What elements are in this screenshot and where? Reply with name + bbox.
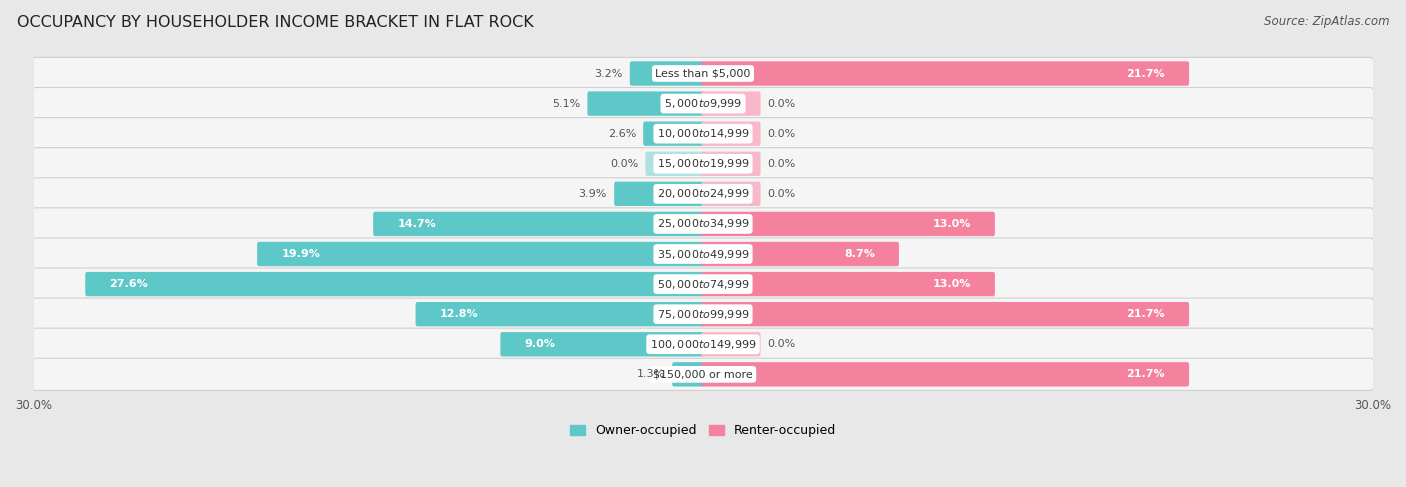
Text: $25,000 to $34,999: $25,000 to $34,999 [657,217,749,230]
FancyBboxPatch shape [416,302,704,326]
Text: $20,000 to $24,999: $20,000 to $24,999 [657,187,749,200]
Text: 5.1%: 5.1% [553,98,581,109]
Text: 14.7%: 14.7% [398,219,436,229]
Text: $10,000 to $14,999: $10,000 to $14,999 [657,127,749,140]
FancyBboxPatch shape [702,332,761,356]
FancyBboxPatch shape [702,121,761,146]
Text: 19.9%: 19.9% [281,249,321,259]
Text: 2.6%: 2.6% [607,129,636,139]
FancyBboxPatch shape [32,208,1374,240]
FancyBboxPatch shape [373,212,704,236]
Text: $150,000 or more: $150,000 or more [654,369,752,379]
Legend: Owner-occupied, Renter-occupied: Owner-occupied, Renter-occupied [565,419,841,442]
FancyBboxPatch shape [630,61,704,86]
Text: 3.9%: 3.9% [579,189,607,199]
FancyBboxPatch shape [32,298,1374,330]
Text: 0.0%: 0.0% [768,129,796,139]
FancyBboxPatch shape [702,212,995,236]
Text: 8.7%: 8.7% [844,249,875,259]
Text: $5,000 to $9,999: $5,000 to $9,999 [664,97,742,110]
FancyBboxPatch shape [32,117,1374,150]
Text: 21.7%: 21.7% [1126,69,1166,78]
FancyBboxPatch shape [702,242,898,266]
FancyBboxPatch shape [702,182,761,206]
FancyBboxPatch shape [702,272,995,296]
Text: 27.6%: 27.6% [110,279,148,289]
FancyBboxPatch shape [32,88,1374,120]
Text: Source: ZipAtlas.com: Source: ZipAtlas.com [1264,15,1389,28]
FancyBboxPatch shape [32,57,1374,90]
Text: 0.0%: 0.0% [768,339,796,349]
Text: $75,000 to $99,999: $75,000 to $99,999 [657,308,749,320]
Text: 1.3%: 1.3% [637,369,665,379]
FancyBboxPatch shape [702,362,1189,387]
FancyBboxPatch shape [645,151,704,176]
FancyBboxPatch shape [32,148,1374,180]
FancyBboxPatch shape [614,182,704,206]
Text: 3.2%: 3.2% [595,69,623,78]
Text: 0.0%: 0.0% [610,159,638,169]
Text: $50,000 to $74,999: $50,000 to $74,999 [657,278,749,291]
FancyBboxPatch shape [32,268,1374,300]
Text: $35,000 to $49,999: $35,000 to $49,999 [657,247,749,261]
FancyBboxPatch shape [588,92,704,116]
Text: 13.0%: 13.0% [932,219,970,229]
FancyBboxPatch shape [86,272,704,296]
Text: Less than $5,000: Less than $5,000 [655,69,751,78]
Text: $15,000 to $19,999: $15,000 to $19,999 [657,157,749,170]
Text: OCCUPANCY BY HOUSEHOLDER INCOME BRACKET IN FLAT ROCK: OCCUPANCY BY HOUSEHOLDER INCOME BRACKET … [17,15,534,30]
Text: 13.0%: 13.0% [932,279,970,289]
Text: 0.0%: 0.0% [768,98,796,109]
FancyBboxPatch shape [32,178,1374,210]
FancyBboxPatch shape [32,238,1374,270]
Text: 21.7%: 21.7% [1126,369,1166,379]
FancyBboxPatch shape [672,362,704,387]
FancyBboxPatch shape [32,358,1374,391]
Text: 21.7%: 21.7% [1126,309,1166,319]
FancyBboxPatch shape [257,242,704,266]
FancyBboxPatch shape [702,92,761,116]
Text: 0.0%: 0.0% [768,189,796,199]
FancyBboxPatch shape [643,121,704,146]
Text: 9.0%: 9.0% [524,339,555,349]
FancyBboxPatch shape [702,151,761,176]
FancyBboxPatch shape [32,328,1374,360]
Text: 12.8%: 12.8% [440,309,478,319]
Text: 0.0%: 0.0% [768,159,796,169]
FancyBboxPatch shape [702,302,1189,326]
FancyBboxPatch shape [501,332,704,356]
FancyBboxPatch shape [702,61,1189,86]
Text: $100,000 to $149,999: $100,000 to $149,999 [650,338,756,351]
